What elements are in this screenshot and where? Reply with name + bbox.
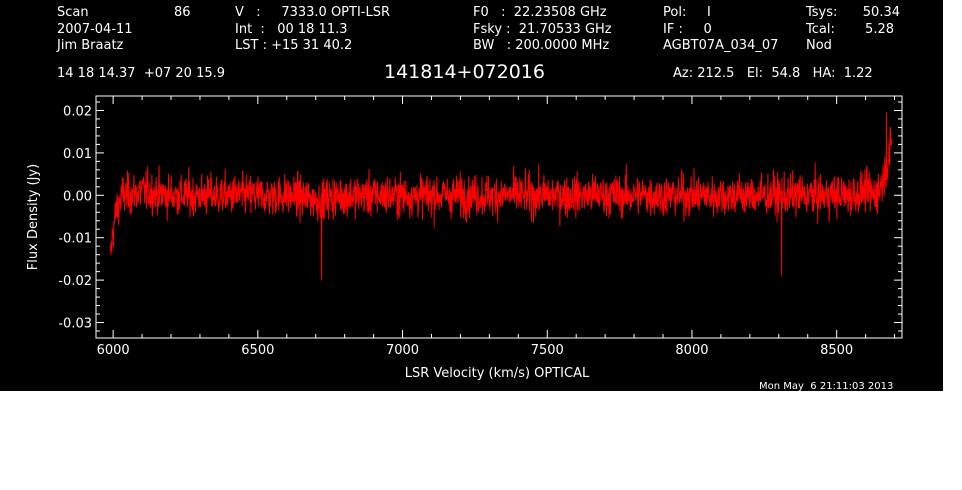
timestamp: Mon May 6 21:11:03 2013 [759, 381, 894, 392]
y-tick-label: 0.00 [63, 189, 92, 204]
tsys-label: Tsys: [806, 5, 838, 20]
x-tick-label: 7500 [531, 343, 564, 358]
velocity-line: V : 7333.0 OPTI-LSR [235, 5, 391, 20]
observer-name: Jim Braatz [57, 38, 124, 53]
lst-line: LST : +15 31 40.2 [235, 38, 353, 53]
if-line: IF : 0 [663, 22, 712, 37]
x-tick-label: 6500 [241, 343, 274, 358]
switching-mode: Nod [806, 38, 832, 53]
az-el-ha: Az: 212.5 El: 54.8 HA: 1.22 [673, 66, 873, 81]
rest-frequency-line: F0 : 22.23508 GHz [473, 5, 607, 20]
tcal-label: Tcal: [806, 22, 835, 37]
bandwidth-line: BW : 200.0000 MHz [473, 38, 610, 53]
tcal-value: 5.28 [865, 22, 894, 37]
polarization-line: Pol: I [663, 5, 711, 20]
plot-frame [95, 95, 903, 339]
x-axis-label: LSR Velocity (km/s) OPTICAL [405, 366, 590, 381]
y-tick-label: 0.02 [63, 104, 92, 119]
y-tick-label: -0.02 [58, 274, 92, 289]
y-tick-label: 0.01 [63, 147, 92, 162]
scan-label: Scan [57, 5, 89, 20]
spectrum-trace [109, 112, 893, 281]
scan-value: 86 [174, 5, 191, 20]
x-axis: 6000 6500 7000 7500 8000 8500 [97, 96, 896, 358]
x-tick-label: 8000 [675, 343, 708, 358]
x-tick-label: 6000 [97, 343, 130, 358]
integration-line: Int : 00 18 11.3 [235, 22, 348, 37]
y-axis-label: Flux Density (Jy) [26, 164, 41, 270]
y-axis: -0.03 -0.02 -0.01 0.00 0.01 0.02 [58, 101, 902, 332]
y-tick-label: -0.03 [58, 317, 92, 332]
project-id: AGBT07A_034_07 [663, 38, 779, 53]
tsys-value: 50.34 [862, 5, 900, 20]
source-name: 141814+072016 [384, 61, 545, 83]
obs-date: 2007-04-11 [57, 22, 133, 37]
y-tick-label: -0.01 [58, 232, 92, 247]
source-coordinates: 14 18 14.37 +07 20 15.9 [57, 66, 226, 81]
x-tick-label: 8500 [820, 343, 853, 358]
sky-frequency-line: Fsky : 21.70533 GHz [473, 22, 612, 37]
x-tick-label: 7000 [386, 343, 419, 358]
